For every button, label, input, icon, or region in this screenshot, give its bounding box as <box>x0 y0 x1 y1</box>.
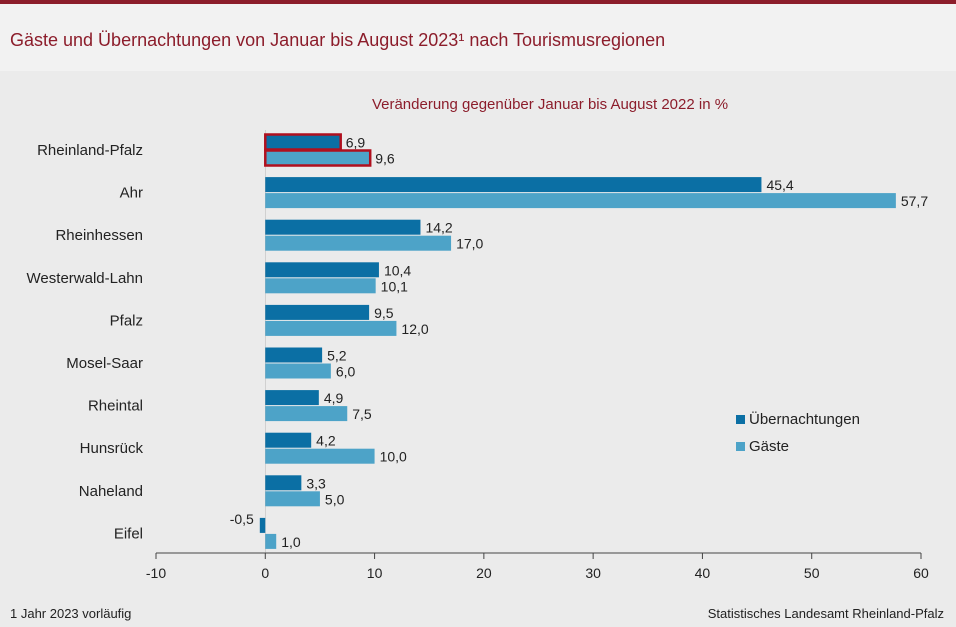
top-accent-bar <box>0 0 956 4</box>
category-label: Hunsrück <box>80 440 144 457</box>
bar-uebernachtungen <box>259 517 266 533</box>
category-label: Naheland <box>79 483 143 500</box>
value-label: 45,4 <box>766 177 793 193</box>
value-label: 12,0 <box>401 321 428 337</box>
bar-gaeste <box>265 278 376 294</box>
bar-gaeste <box>265 235 452 251</box>
legend-label: Übernachtungen <box>749 410 860 428</box>
legend-label: Gäste <box>749 438 789 455</box>
bar-gaeste <box>265 406 348 422</box>
value-label: 57,7 <box>901 193 928 209</box>
bar-chart: Veränderung gegenüber Januar bis August … <box>27 96 929 581</box>
bar-gaeste <box>265 320 397 336</box>
bar-gaeste <box>265 491 320 507</box>
category-label: Westerwald-Lahn <box>27 270 143 287</box>
x-tick-label: 20 <box>476 565 492 581</box>
x-tick-label: 50 <box>804 565 820 581</box>
value-label: 7,5 <box>352 406 372 422</box>
x-tick-label: 30 <box>585 565 601 581</box>
value-label: 14,2 <box>425 220 452 236</box>
chart-subtitle: Veränderung gegenüber Januar bis August … <box>372 96 728 113</box>
category-label: Eifel <box>114 525 143 542</box>
bar-gaeste <box>264 149 372 167</box>
value-label: 5,2 <box>327 348 347 364</box>
value-label: 6,9 <box>346 135 366 151</box>
value-label: 9,5 <box>374 305 394 321</box>
bar-gaeste <box>265 193 896 209</box>
bar-gaeste <box>265 363 331 379</box>
source-credit: Statistisches Landesamt Rheinland-Pfalz <box>707 606 944 621</box>
category-label: Rheinhessen <box>55 227 143 244</box>
bar-uebernachtungen <box>265 390 319 406</box>
header: Gäste und Übernachtungen von Januar bis … <box>0 4 956 71</box>
value-label: 9,6 <box>375 151 395 167</box>
bar-uebernachtungen <box>265 475 302 491</box>
category-label: Mosel-Saar <box>66 355 143 372</box>
x-tick-label: 40 <box>695 565 711 581</box>
value-label: 6,0 <box>336 364 356 380</box>
x-tick-label: 10 <box>367 565 383 581</box>
value-label: 10,4 <box>384 262 411 278</box>
value-label: 17,0 <box>456 236 483 252</box>
x-tick-label: -10 <box>146 565 166 581</box>
value-label: 4,9 <box>324 390 344 406</box>
bar-uebernachtungen <box>265 347 323 363</box>
value-label: 10,1 <box>381 278 408 294</box>
x-tick-label: 60 <box>913 565 929 581</box>
bar-uebernachtungen <box>264 133 342 151</box>
bar-gaeste <box>265 533 277 549</box>
bar-uebernachtungen <box>265 432 312 448</box>
chart-area: Veränderung gegenüber Januar bis August … <box>0 71 956 627</box>
page-title: Gäste und Übernachtungen von Januar bis … <box>10 30 666 50</box>
bar-uebernachtungen <box>265 219 421 235</box>
x-tick-label: 0 <box>261 565 269 581</box>
value-label: 1,0 <box>281 534 301 550</box>
category-label: Rheinland-Pfalz <box>37 142 143 159</box>
value-label: 3,3 <box>306 475 326 491</box>
category-label: Ahr <box>120 185 143 202</box>
category-label: Rheintal <box>88 398 143 415</box>
category-label: Pfalz <box>110 312 143 329</box>
bar-gaeste <box>265 448 375 464</box>
footnote: 1 Jahr 2023 vorläufig <box>10 606 132 621</box>
value-label: 4,2 <box>316 433 336 449</box>
value-label: 5,0 <box>325 491 345 507</box>
value-label: 10,0 <box>380 449 407 465</box>
value-label: -0,5 <box>230 511 254 527</box>
bar-uebernachtungen <box>265 262 379 278</box>
bar-uebernachtungen <box>265 177 762 193</box>
legend-swatch <box>736 442 745 451</box>
legend-swatch <box>736 415 745 424</box>
bar-uebernachtungen <box>265 304 370 320</box>
